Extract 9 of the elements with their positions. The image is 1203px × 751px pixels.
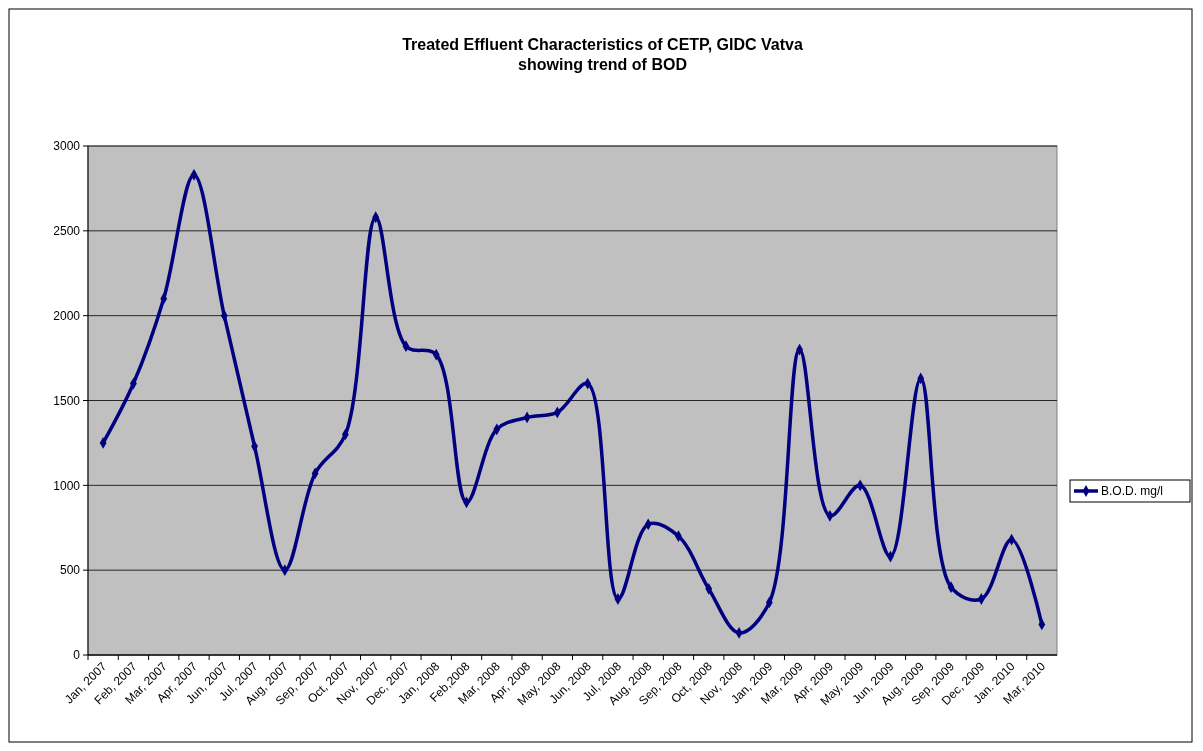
legend-label: B.O.D. mg/l (1101, 484, 1164, 499)
chart-title: Treated Effluent Characteristics of CETP, GIDC Vatva showing trend of BOD (402, 36, 803, 73)
y-tick-label: 2500 (53, 224, 81, 239)
y-tick-label: 3000 (53, 139, 81, 154)
y-tick-label: 0 (73, 648, 81, 663)
y-tick-label: 500 (59, 563, 81, 578)
y-tick-label: 1000 (53, 478, 81, 493)
y-tick-label: 2000 (53, 308, 81, 323)
y-tick-label: 1500 (53, 393, 81, 408)
